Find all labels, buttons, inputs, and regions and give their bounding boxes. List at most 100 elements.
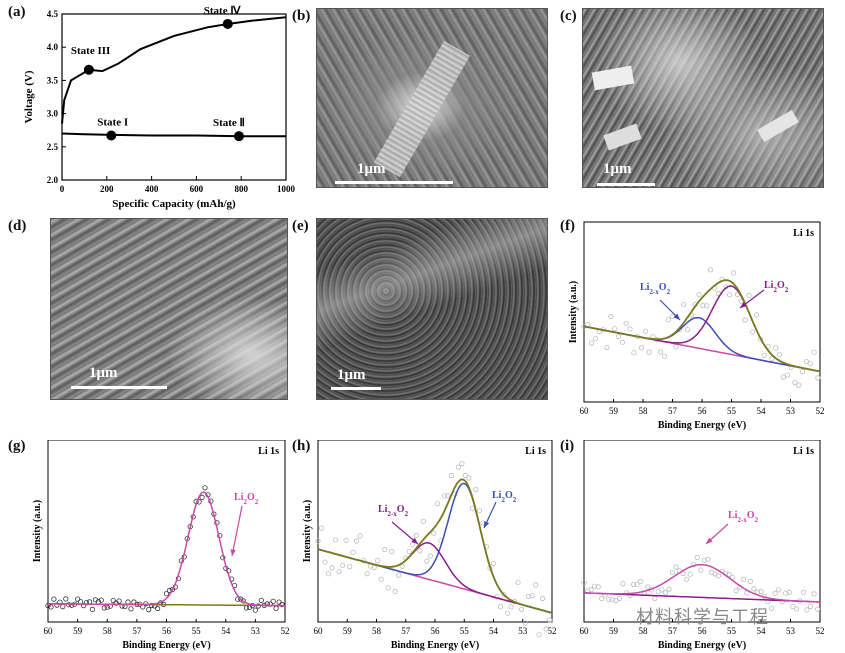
x-tick-label: 53 (251, 626, 261, 636)
data-point (104, 604, 110, 610)
data-point (476, 508, 483, 514)
axes-frame (61, 13, 287, 181)
panel-label-d: (d) (8, 218, 27, 234)
data-point (497, 604, 504, 610)
panel-label-h: (h) (292, 438, 311, 454)
panel-label-a: (a) (8, 4, 26, 20)
x-tick-label: 55 (192, 626, 202, 636)
data-point (606, 597, 612, 603)
data-point (364, 571, 370, 577)
y-axis-label: Intensity (a.u.) (568, 281, 579, 344)
data-point (803, 359, 809, 365)
x-axis-label: Specific Capacity (mAh/g) (112, 198, 236, 210)
data-point (116, 598, 122, 604)
x-tick-label: 58 (103, 626, 113, 636)
x-tick-label: 58 (639, 406, 649, 416)
data-point (658, 349, 664, 355)
x-tick-label: 57 (132, 626, 142, 636)
x-tick-label: 59 (73, 626, 83, 636)
data-point (406, 549, 412, 555)
x-tick-label: 55 (460, 626, 470, 636)
data-point (378, 576, 384, 582)
data-point (540, 595, 546, 602)
data-point (375, 558, 381, 564)
state-label: State I (97, 117, 128, 129)
data-point (276, 599, 282, 605)
data-point (459, 460, 465, 467)
data-point (346, 564, 353, 570)
data-point (149, 602, 155, 609)
data-point (652, 596, 658, 602)
data-point (796, 382, 802, 388)
data-point (769, 356, 775, 362)
x-tick-label: 54 (221, 626, 231, 636)
y-tick-label: 2.5 (47, 142, 59, 152)
data-point (815, 606, 821, 612)
data-point (733, 588, 739, 594)
scale-bar-b: 1μm (357, 161, 386, 177)
data-point (273, 605, 279, 611)
x-tick-label: 60 (44, 626, 54, 636)
x-tick-label: 54 (489, 626, 499, 636)
data-point (595, 584, 601, 590)
data-point (51, 596, 57, 602)
y-axis-label: Intensity (a.u.) (32, 500, 43, 563)
chart-a-voltage-profile: 0 200 400 600 800 1000 2.0 2.5 3.0 3.5 4.0 4.5 Speci… (23, 5, 296, 210)
scale-bar-e: 1μm (337, 367, 366, 383)
chart-f-xps: 60 59 58 57 56 55 54 53 52 Binding Energy (eV) Int… (568, 221, 825, 431)
y-tick-label: 3.5 (47, 75, 59, 85)
data-point (98, 597, 104, 603)
y-tick-label: 2.0 (47, 175, 59, 185)
x-tick-label: 60 (314, 626, 324, 636)
arrow-head (230, 549, 236, 556)
data-point (612, 326, 618, 332)
data-point (353, 538, 360, 544)
data-point (357, 533, 363, 539)
series-line-0 (61, 132, 286, 138)
data-point (615, 333, 622, 340)
data-point (804, 607, 810, 613)
data-point (784, 372, 790, 378)
data-point (634, 581, 640, 587)
data-point (325, 571, 332, 577)
data-point (382, 546, 388, 553)
x-tick-label: 56 (698, 626, 708, 636)
data-point (786, 589, 792, 596)
state-label: State Ⅳ (204, 5, 242, 17)
data-point (769, 605, 775, 611)
data-point (547, 617, 553, 623)
data-point (708, 267, 714, 273)
envelope-curve (583, 279, 821, 373)
sem-image-d: 1μm (50, 218, 288, 400)
data-point (466, 475, 472, 481)
data-point (792, 380, 798, 386)
data-point (742, 317, 748, 323)
data-point (424, 558, 430, 564)
peak-arrow (231, 505, 243, 557)
data-point (684, 576, 690, 582)
x-tick-label: 52 (548, 626, 557, 636)
data-point (609, 597, 615, 603)
x-tick-label: 59 (609, 626, 619, 636)
x-tick-label: 56 (162, 626, 172, 636)
data-point (627, 326, 633, 332)
x-axis-label: Binding Energy (eV) (122, 640, 210, 651)
data-point (519, 606, 525, 612)
data-point (431, 530, 437, 536)
data-point (623, 320, 629, 326)
data-point (169, 586, 175, 593)
data-point (681, 302, 687, 308)
series-line-1 (61, 16, 287, 124)
data-point (619, 339, 626, 345)
data-point (581, 580, 587, 586)
data-point (776, 587, 782, 593)
panel-label-b: (b) (292, 8, 311, 24)
x-tick-label: 1000 (277, 184, 296, 194)
data-point (715, 573, 722, 579)
data-point (267, 601, 273, 607)
data-point (740, 576, 746, 582)
x-tick-label: 52 (816, 626, 825, 636)
data-point (75, 596, 81, 602)
x-tick-label: 0 (60, 184, 65, 194)
data-point (684, 327, 691, 333)
